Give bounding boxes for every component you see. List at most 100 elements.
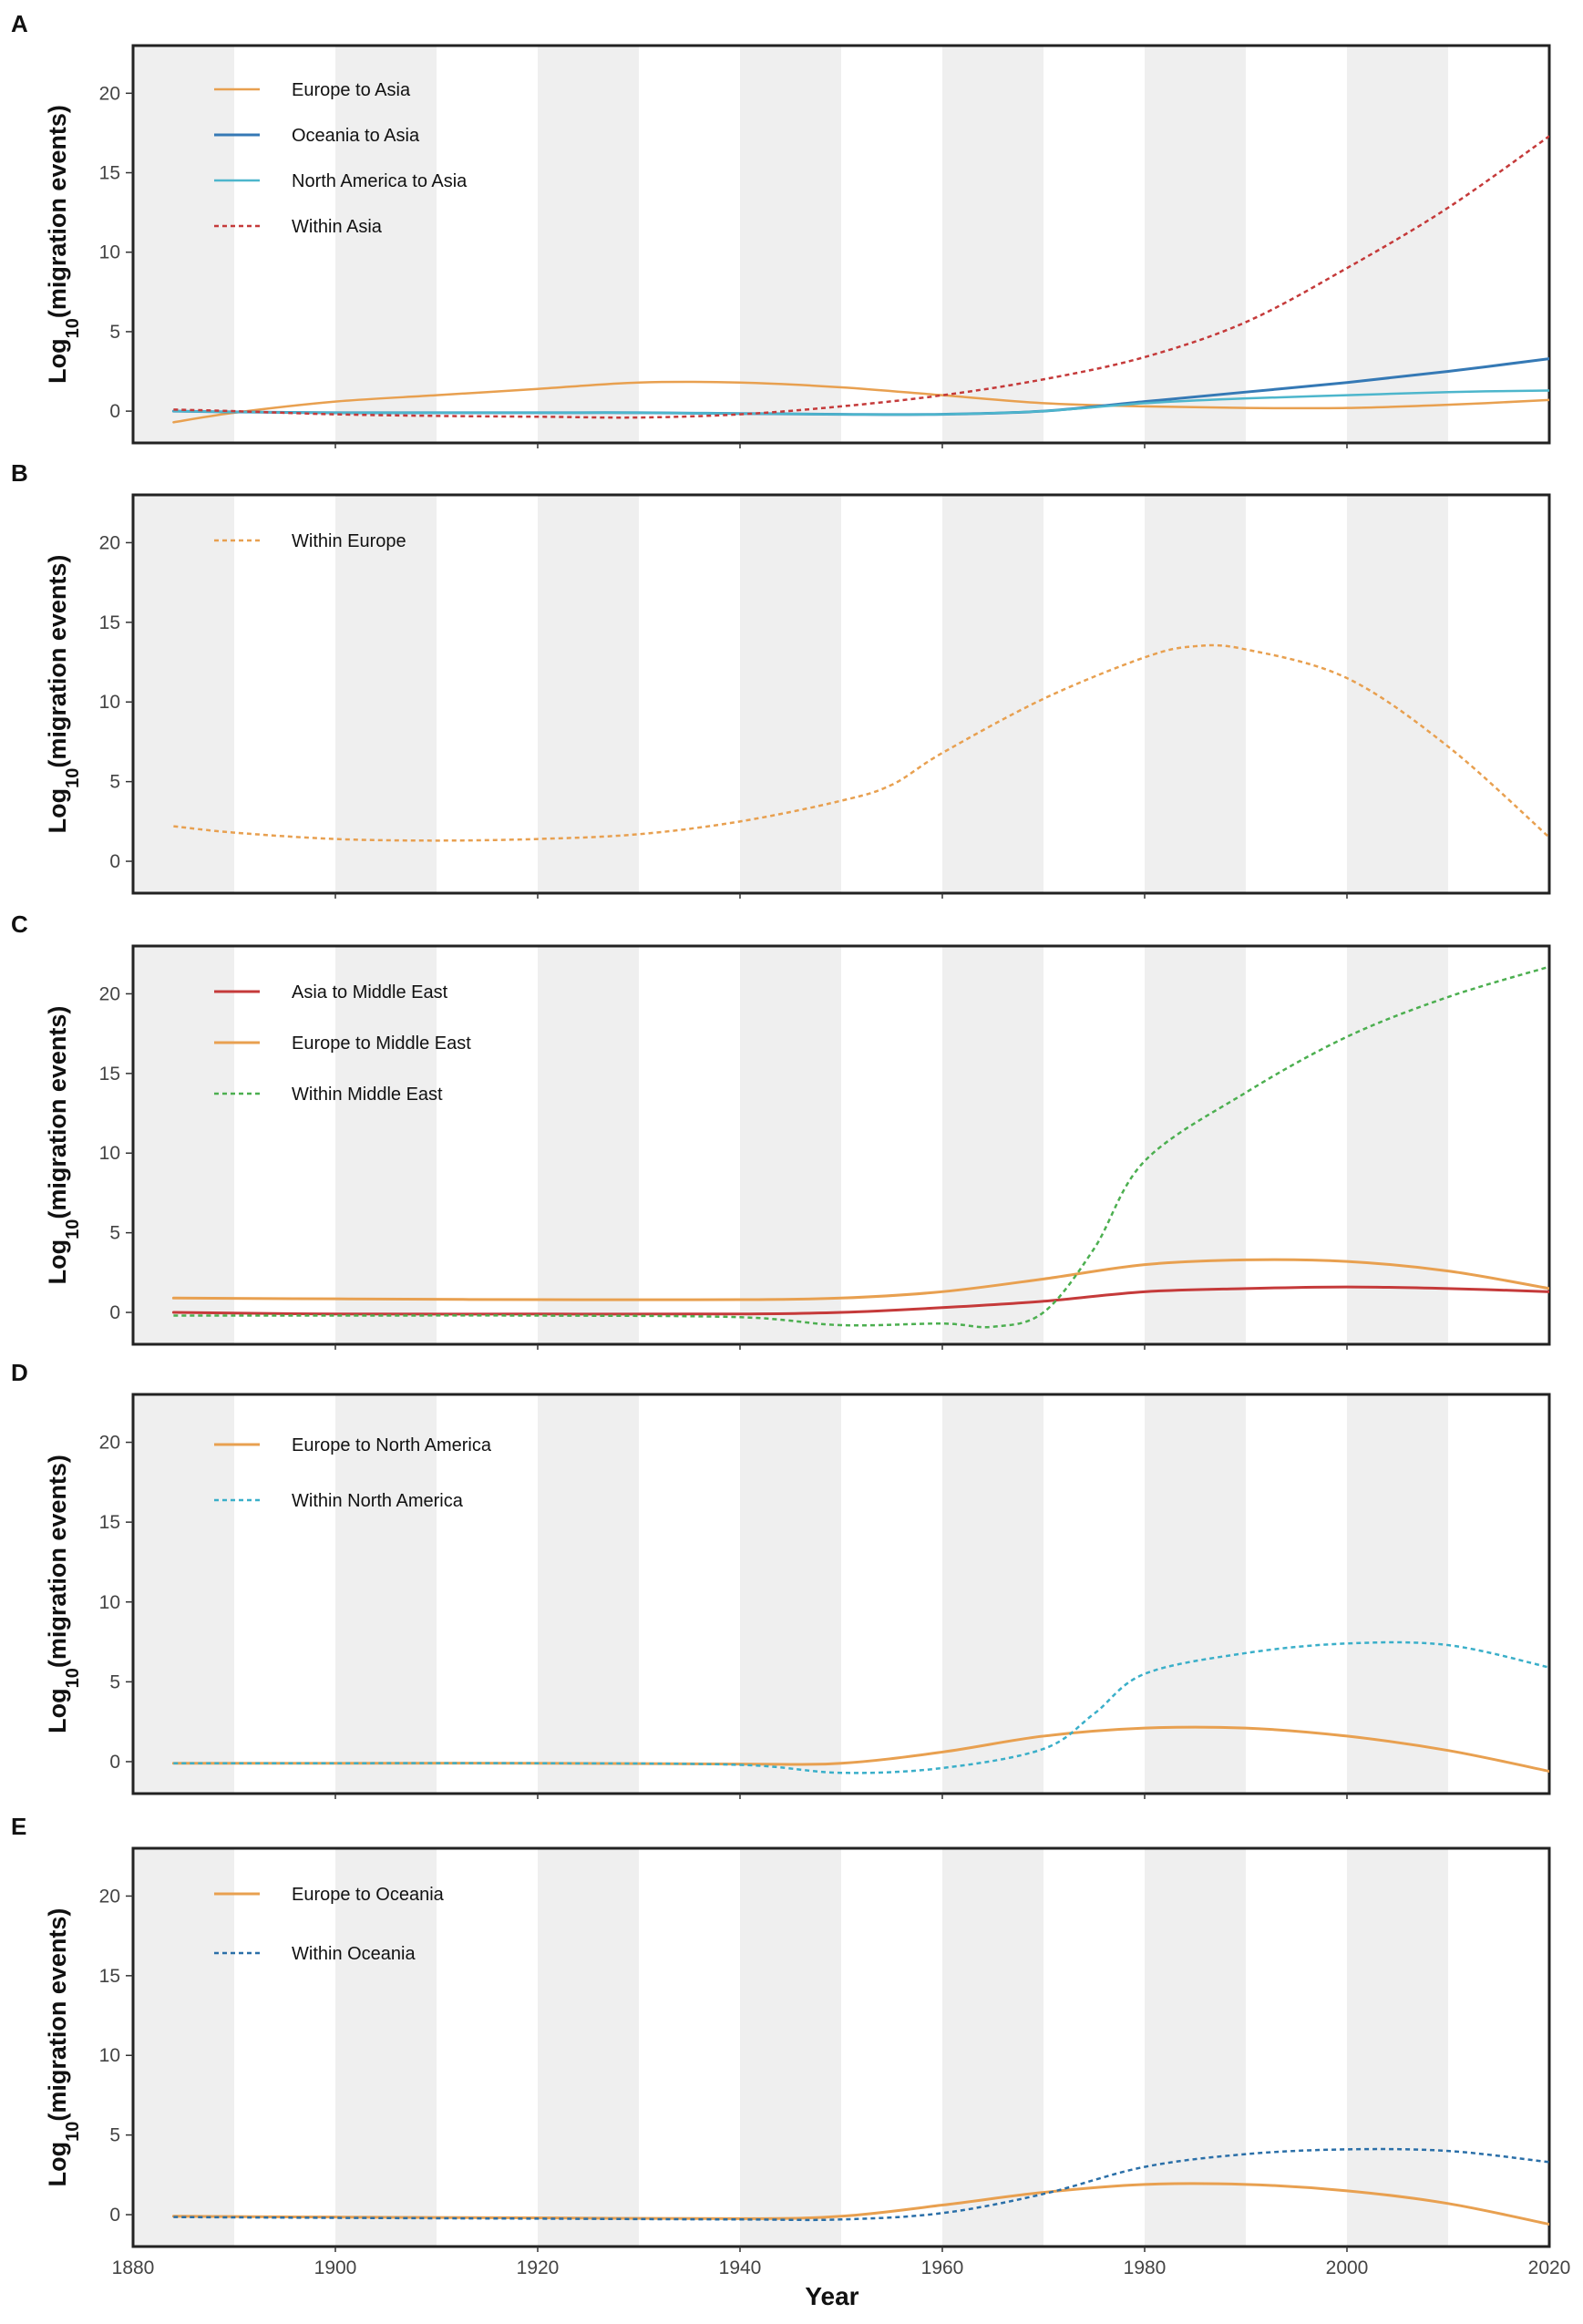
legend-label: Within Asia [292,217,383,237]
decade-band [538,46,639,443]
series-line-asia-to-middle-east [171,1285,1549,1316]
decade-band [740,1394,841,1794]
decade-band [942,946,1043,1344]
panel-letter: D [11,1359,28,1386]
series-line-within-asia [173,135,1549,419]
x-tick-label: 2000 [1326,2257,1369,2278]
y-tick-label: 20 [99,1433,120,1454]
decade-band [133,946,234,1344]
panel-frame [131,944,1551,1346]
y-tick-label: 0 [109,1752,120,1773]
legend-label: Oceania to Asia [292,126,420,146]
decade-band [335,495,437,893]
decade-band [1145,946,1246,1344]
y-axis-label-rest: (migration events) [44,1455,71,1668]
y-axis-label-subscript: 10 [63,768,83,788]
x-tick-label: 1960 [921,2257,964,2278]
y-tick-label: 10 [99,692,120,713]
panel-frame [131,44,1551,445]
y-axis-label: Log10(migration events) [44,1455,83,1733]
y-axis-label-subscript: 10 [63,1668,83,1688]
y-axis-label: Log10(migration events) [44,1006,83,1285]
legend-label: Within Middle East [292,1085,443,1105]
x-tick-label: 1880 [112,2257,155,2278]
panel-frame [131,1846,1551,2248]
y-axis-label: Log10(migration events) [44,555,83,834]
decade-band [133,1848,234,2247]
x-tick-label: 1980 [1124,2257,1167,2278]
y-tick-label: 10 [99,1143,120,1164]
legend-label: Asia to Middle East [292,982,448,1003]
series-line-europe-to-north-america [171,1725,1549,1773]
decade-band [1347,1394,1448,1794]
legend-label: Within Europe [292,531,406,551]
y-tick-label: 5 [109,2125,120,2146]
legend-label: Within Oceania [292,1944,416,1964]
y-tick-label: 0 [109,851,120,872]
decade-band [538,1848,639,2247]
legend-label: Europe to Middle East [292,1033,471,1054]
decade-band [335,46,437,443]
y-axis-label-rest: (migration events) [44,555,71,768]
y-tick-label: 5 [109,322,120,343]
decade-band [335,1394,437,1794]
panel-letter: B [11,459,28,487]
y-tick-label: 10 [99,2045,120,2066]
decade-band [133,46,234,443]
decade-band [1347,495,1448,893]
series-line-within-north-america [173,1640,1549,1774]
decade-band [942,1394,1043,1794]
series-line-europe-to-asia [172,380,1549,424]
decade-band [740,495,841,893]
decade-band [1145,1394,1246,1794]
y-axis-label-rest: (migration events) [44,1006,71,1219]
y-tick-label: 0 [109,1302,120,1323]
x-tick-label: 1920 [517,2257,560,2278]
y-axis-label-rest: (migration events) [44,1908,71,2122]
y-tick-label: 20 [99,983,120,1004]
panel-letter: A [11,10,28,37]
decade-band [133,1394,234,1794]
legend-label: North America to Asia [292,171,468,191]
series-line-north-america-to-asia [172,389,1549,416]
y-tick-label: 15 [99,1966,120,1987]
decade-band [1145,46,1246,443]
legend-label: Europe to Oceania [292,1885,445,1905]
series-line-within-middle-east [173,965,1549,1329]
decade-band [942,1848,1043,2247]
decade-band [740,1848,841,2247]
decade-band [1347,946,1448,1344]
y-tick-label: 10 [99,1592,120,1613]
decade-band [538,946,639,1344]
panel-frame [131,493,1551,895]
legend-label: Europe to North America [292,1435,492,1455]
y-axis-label-subscript: 10 [63,1219,83,1239]
decade-band [740,46,841,443]
legend-label: Europe to Asia [292,80,411,100]
y-tick-label: 15 [99,163,120,184]
series-line-europe-to-oceania [171,2182,1549,2226]
y-tick-label: 0 [109,401,120,422]
y-tick-label: 20 [99,1886,120,1907]
decade-band [1347,1848,1448,2247]
y-axis-label-main: Log [44,1239,71,1284]
decade-band [942,46,1043,443]
y-tick-label: 20 [99,532,120,553]
decade-band [942,495,1043,893]
decade-band [335,946,437,1344]
decade-band [740,946,841,1344]
y-axis-label-main: Log [44,788,71,833]
y-axis-label-rest: (migration events) [44,105,71,318]
series-line-within-europe [173,643,1549,842]
decade-band [538,1394,639,1794]
legend-label: Within North America [292,1491,464,1511]
y-tick-label: 20 [99,83,120,104]
decade-band [1145,1848,1246,2247]
series-line-europe-to-middle-east [171,1258,1549,1301]
y-tick-label: 5 [109,772,120,793]
y-axis-label-main: Log [44,338,71,383]
